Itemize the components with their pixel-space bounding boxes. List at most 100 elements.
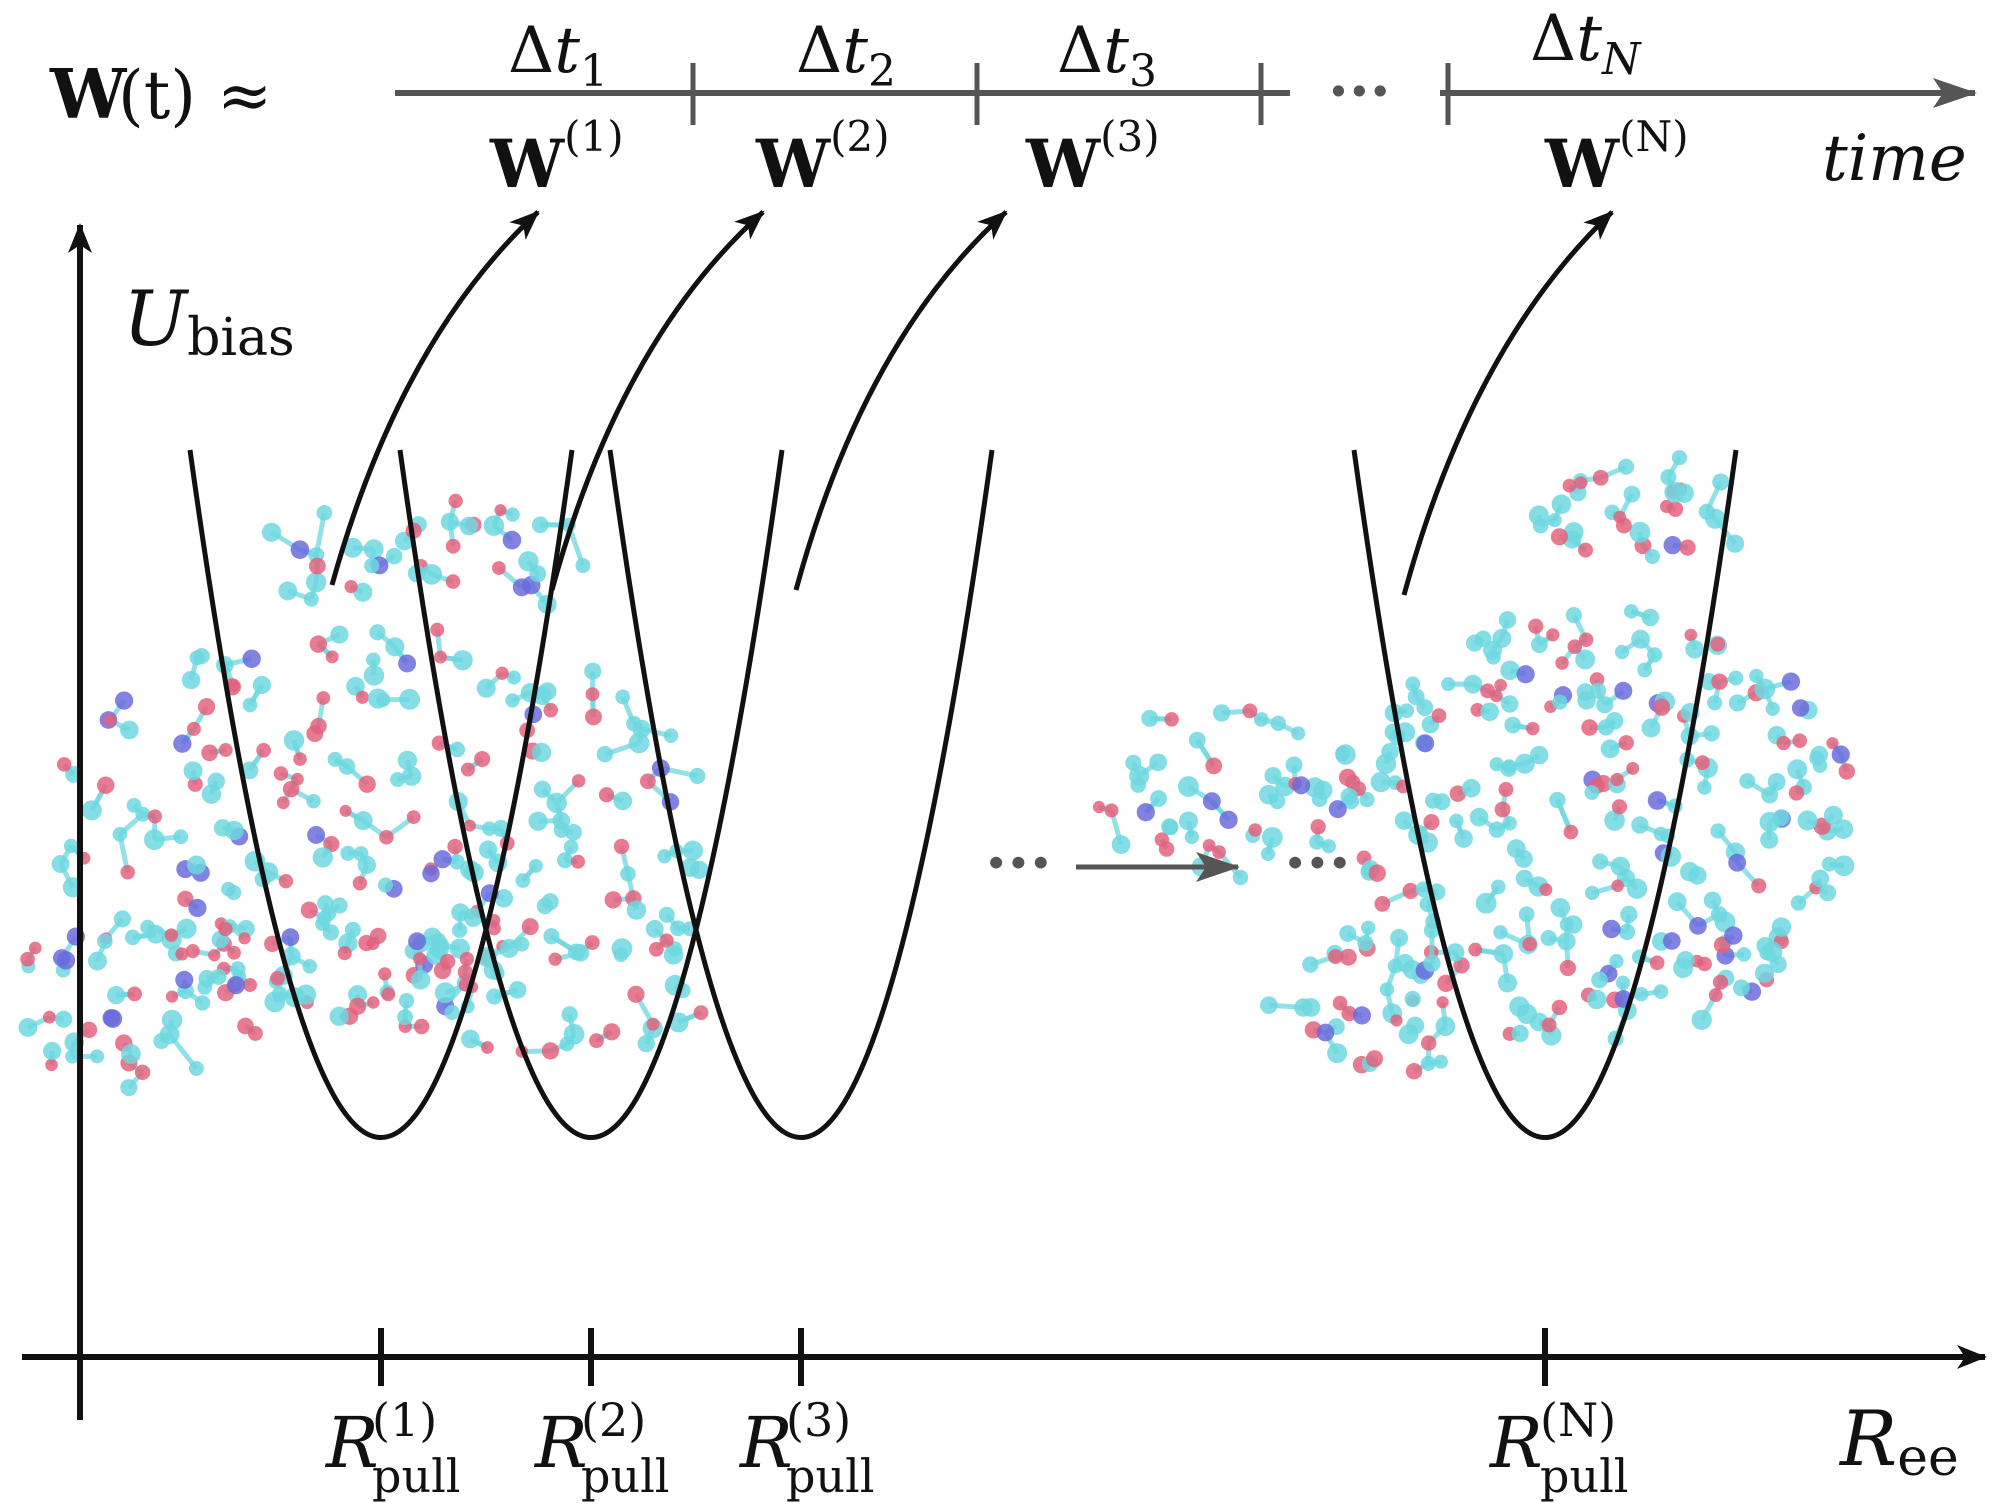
molecule-atom — [585, 708, 602, 726]
molecule-atom — [1557, 932, 1576, 951]
molecule-atom — [1359, 792, 1375, 808]
molecule-atom — [422, 864, 440, 883]
weight-2-sup: (2) — [830, 112, 890, 161]
molecule-atom — [1663, 536, 1682, 555]
molecule-atom — [1522, 936, 1537, 952]
molecule-atom — [444, 1004, 460, 1021]
molecule-atom — [88, 951, 107, 971]
molecule-atom — [449, 854, 465, 870]
parabola-n — [1351, 449, 1739, 1140]
molecule-atom — [1546, 628, 1560, 642]
molecule-atom — [613, 838, 630, 855]
molecule-atom — [134, 1064, 151, 1080]
molecule-atom — [278, 581, 298, 601]
arrow-to-weight-3 — [793, 210, 1008, 591]
molecule-atom — [1416, 699, 1434, 717]
molecule-atom — [1680, 862, 1700, 882]
molecule-atom — [1486, 650, 1501, 665]
molecule-atom — [1136, 803, 1155, 822]
molecule-atom — [1618, 923, 1636, 941]
molecule-atom — [1242, 703, 1258, 719]
molecule-atom — [352, 876, 367, 891]
molecule-atom — [1610, 856, 1631, 877]
molecule-atom — [494, 889, 514, 908]
molecule-atom — [226, 976, 246, 995]
molecule-atom — [381, 987, 396, 1002]
molecule-atom — [518, 551, 539, 572]
molecule-atom — [282, 780, 300, 798]
molecule-atom — [1602, 919, 1621, 939]
molecule-atom — [1394, 811, 1414, 830]
molecule-atom — [1125, 754, 1142, 771]
molecule-atom — [1260, 846, 1276, 861]
molecule-atom — [1576, 683, 1595, 701]
molecule-atom — [1370, 771, 1392, 793]
molecule-atom — [300, 901, 318, 919]
molecule-atom — [1679, 539, 1696, 556]
molecule-atom — [1130, 777, 1147, 793]
molecule-atom — [1653, 698, 1671, 716]
molecule-atom — [56, 951, 76, 970]
molecule-atom — [1559, 959, 1576, 977]
molecule-atom — [1528, 618, 1544, 634]
molecule-atom — [306, 725, 324, 743]
molecule-atom — [1565, 606, 1582, 624]
molecule-atom — [1404, 990, 1421, 1008]
header-equation: W (t) ≈ — [49, 55, 272, 135]
molecule-atom — [1629, 521, 1651, 543]
molecule-atom — [1177, 776, 1199, 797]
molecule-atom — [1352, 1006, 1372, 1025]
molecule-atom — [227, 945, 241, 960]
molecule-atom — [1698, 503, 1715, 520]
molecule-atom — [353, 811, 373, 831]
molecule-atom — [1390, 1014, 1403, 1027]
molecule-atom — [189, 650, 205, 666]
window-2: Δt2 W(2) — [755, 14, 896, 203]
molecule-atom — [272, 986, 288, 1002]
molecule-atom — [342, 537, 363, 558]
molecule-atom — [1574, 476, 1588, 490]
molecule-atom — [1620, 905, 1638, 924]
molecule-atom — [531, 742, 552, 763]
molecule-atom — [663, 728, 679, 743]
molecule-atom — [1631, 816, 1649, 834]
molecule-atom — [448, 493, 463, 509]
molecule-atom — [1821, 856, 1837, 872]
molecule-atom — [492, 561, 506, 575]
molecule-atom — [1618, 735, 1634, 751]
molecule-atom — [103, 1009, 123, 1028]
molecule-atom — [680, 858, 700, 878]
molecule-atom — [445, 574, 461, 589]
molecule-atom — [406, 810, 421, 824]
molecule-atom — [143, 829, 165, 851]
molecule-atom — [173, 829, 189, 845]
molecule-atom — [183, 761, 203, 781]
molecule-atom — [546, 792, 567, 814]
x-label-sub: ee — [1897, 1428, 1959, 1488]
molecule-atom — [1787, 759, 1808, 780]
molecule-atom — [570, 854, 586, 869]
molecule-atom — [1555, 656, 1569, 670]
svg-text:W(2): W(2) — [755, 112, 890, 203]
molecule-atom — [1831, 745, 1850, 764]
molecule-atom — [1792, 733, 1808, 748]
molecule-atom — [451, 922, 468, 938]
molecule-atom — [344, 579, 358, 594]
molecule-atom — [1797, 810, 1818, 831]
molecule-atom — [1563, 824, 1579, 840]
molecule-atom — [637, 1034, 656, 1053]
molecule-atom — [252, 675, 272, 695]
molecule-atom — [1357, 935, 1374, 952]
molecule-atom — [120, 1079, 138, 1097]
svg-text:pull: pull — [1540, 1449, 1629, 1503]
molecule-atom — [247, 1026, 263, 1041]
delta-tn-delta: Δ — [1530, 2, 1576, 76]
arrow-to-weight-n — [1401, 210, 1614, 596]
molecule-atom — [1375, 753, 1397, 774]
weight-n-sup: (N) — [1619, 112, 1689, 161]
molecule-atom — [1205, 757, 1223, 775]
molecule-atom — [1504, 716, 1522, 734]
molecule-atom — [1449, 813, 1464, 829]
molecule-atom — [1674, 483, 1694, 504]
molecule-atom — [1493, 925, 1508, 940]
